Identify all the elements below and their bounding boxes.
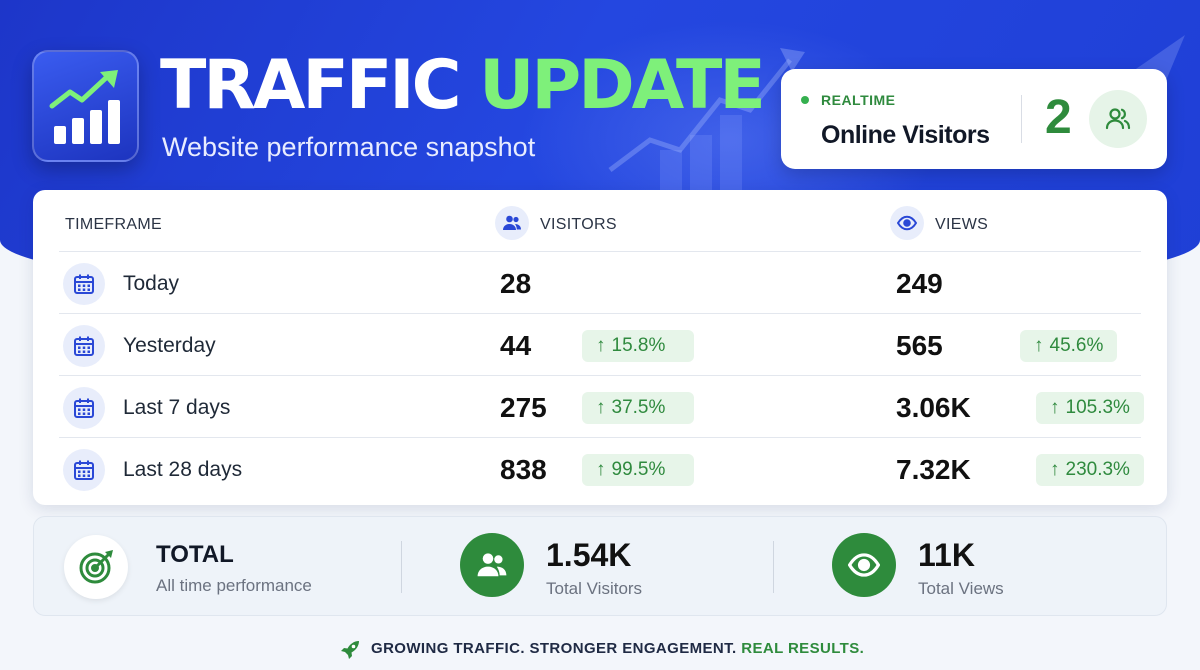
calendar-badge xyxy=(63,449,105,491)
total-views-label: Total Views xyxy=(918,579,1004,598)
views-change-value: 230.3% xyxy=(1065,459,1130,480)
visitors-change-badge: ↑ 99.5% xyxy=(582,454,694,486)
visitors-change-value: 37.5% xyxy=(611,397,666,418)
up-arrow-icon: ↑ xyxy=(1050,459,1060,480)
table-row: Last 28 days 838 ↑ 99.5% 7.32K ↑ 230.3% xyxy=(59,437,1144,499)
traffic-table: TIMEFRAME VISITORS VIEWS Today 28 249 Ye… xyxy=(33,190,1167,505)
calendar-icon xyxy=(74,460,94,480)
footer-text-part-2: REAL RESULTS. xyxy=(741,640,865,657)
calendar-badge xyxy=(63,325,105,367)
views-header-badge xyxy=(890,206,924,240)
totals-divider xyxy=(401,541,402,593)
calendar-badge xyxy=(63,387,105,429)
up-arrow-icon: ↑ xyxy=(596,459,606,480)
calendar-icon xyxy=(74,274,94,294)
calendar-icon xyxy=(74,398,94,418)
views-change-badge: ↑ 45.6% xyxy=(1020,330,1118,362)
visitors-change-value: 15.8% xyxy=(611,335,666,356)
realtime-divider xyxy=(1021,95,1022,143)
header-timeframe: TIMEFRAME xyxy=(65,216,162,233)
calendar-badge xyxy=(63,263,105,305)
logo-badge xyxy=(32,50,139,162)
visitors-value: 28 xyxy=(500,268,532,299)
row-label-last-28-days: Last 28 days xyxy=(123,458,243,481)
views-change-value: 105.3% xyxy=(1065,397,1130,418)
up-arrow-icon: ↑ xyxy=(596,397,606,418)
views-change-badge: ↑ 105.3% xyxy=(1036,392,1144,424)
rocket-icon xyxy=(341,641,359,659)
row-label-yesterday: Yesterday xyxy=(123,334,216,357)
visitors-value: 44 xyxy=(500,330,532,361)
total-views-value: 11K xyxy=(918,537,975,573)
target-icon xyxy=(79,550,113,584)
realtime-card: REALTIME Online Visitors 2 xyxy=(781,69,1167,169)
total-views-badge xyxy=(832,533,896,597)
page-title: TRAFFIC UPDATE xyxy=(160,44,766,128)
users-icon xyxy=(503,215,521,230)
row-label-today: Today xyxy=(123,272,180,295)
visitors-header-badge xyxy=(495,206,529,240)
realtime-users-badge xyxy=(1089,90,1147,148)
up-arrow-icon: ↑ xyxy=(1050,397,1060,418)
chart-growth-icon xyxy=(49,70,120,144)
visitors-value: 275 xyxy=(500,392,547,423)
visitors-change-value: 99.5% xyxy=(611,459,666,480)
header-visitors: VISITORS xyxy=(540,216,617,233)
eye-icon xyxy=(848,553,880,577)
up-arrow-icon: ↑ xyxy=(1034,335,1044,356)
views-value: 249 xyxy=(896,268,943,299)
visitors-value: 838 xyxy=(500,454,547,485)
views-change-badge: ↑ 230.3% xyxy=(1036,454,1144,486)
calendar-icon xyxy=(74,336,94,356)
users-icon xyxy=(1105,108,1131,130)
row-label-last-7-days: Last 7 days xyxy=(123,396,231,419)
realtime-label: REALTIME xyxy=(821,92,896,108)
views-value: 7.32K xyxy=(896,454,971,485)
table-row: Yesterday 44 ↑ 15.8% 565 ↑ 45.6% xyxy=(59,313,1141,375)
target-badge xyxy=(64,535,128,599)
footer-text-part-1: GROWING TRAFFIC. STRONGER ENGAGEMENT. xyxy=(371,640,737,657)
table-row: Today 28 249 xyxy=(59,251,1141,313)
online-visitor-count: 2 xyxy=(1045,91,1072,144)
table-row: Last 7 days 275 ↑ 37.5% 3.06K ↑ 105.3% xyxy=(59,375,1144,437)
total-visitors-value: 1.54K xyxy=(546,537,632,573)
live-dot-icon xyxy=(801,96,809,104)
totals-subtitle: All time performance xyxy=(156,576,312,595)
total-visitors-label: Total Visitors xyxy=(546,579,643,598)
totals-card: TOTAL All time performance 1.54K Total V… xyxy=(33,516,1167,616)
totals-divider xyxy=(773,541,774,593)
page-subtitle: Website performance snapshot xyxy=(162,132,536,162)
users-icon xyxy=(477,553,507,577)
footer-text: GROWING TRAFFIC. STRONGER ENGAGEMENT. RE… xyxy=(371,640,864,657)
views-value: 565 xyxy=(896,330,943,361)
visitors-change-badge: ↑ 15.8% xyxy=(582,330,694,362)
totals-title: TOTAL xyxy=(156,541,234,568)
up-arrow-icon: ↑ xyxy=(596,335,606,356)
views-change-value: 45.6% xyxy=(1049,335,1104,356)
realtime-title: Online Visitors xyxy=(821,121,990,149)
footer-tagline: GROWING TRAFFIC. STRONGER ENGAGEMENT. RE… xyxy=(0,637,1200,661)
title-part-1: TRAFFIC xyxy=(160,46,461,125)
header-views: VIEWS xyxy=(935,216,989,233)
views-value: 3.06K xyxy=(896,392,971,423)
total-visitors-badge xyxy=(460,533,524,597)
visitors-change-badge: ↑ 37.5% xyxy=(582,392,694,424)
eye-icon xyxy=(897,215,917,231)
title-part-2: UPDATE xyxy=(479,46,766,125)
